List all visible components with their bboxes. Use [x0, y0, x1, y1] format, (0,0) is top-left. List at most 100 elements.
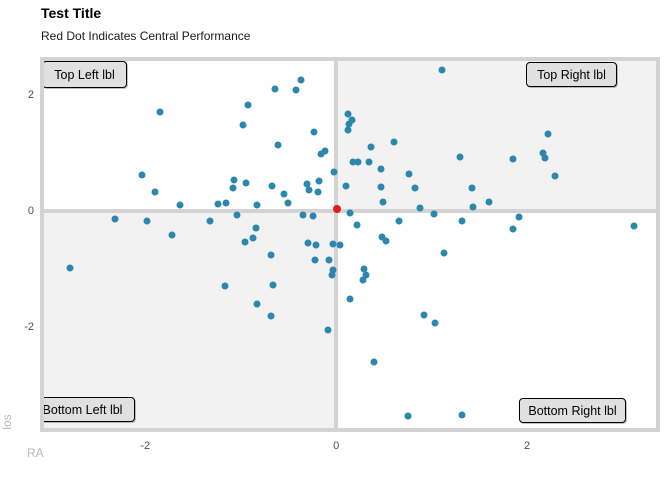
quadrant-bottom-left [44, 211, 337, 428]
data-point [66, 264, 74, 272]
data-point [305, 186, 313, 194]
data-point [230, 176, 238, 184]
data-point [469, 203, 477, 211]
data-point [280, 190, 288, 198]
data-point [359, 276, 367, 284]
data-point [458, 411, 466, 419]
data-point [438, 66, 446, 74]
data-point [378, 233, 386, 241]
data-point [468, 184, 476, 192]
data-point [284, 199, 292, 207]
data-point [222, 199, 230, 207]
data-point [365, 158, 373, 166]
chart-subtitle: Red Dot Indicates Central Performance [41, 29, 251, 43]
data-point [151, 188, 159, 196]
data-point [379, 198, 387, 206]
data-point [299, 211, 307, 219]
data-point [221, 282, 229, 290]
data-point [328, 271, 336, 279]
data-point [311, 256, 319, 264]
data-point [377, 165, 385, 173]
data-point [430, 210, 438, 218]
data-point [509, 225, 517, 233]
data-point [239, 121, 247, 129]
y-tick-label: -2 [24, 321, 34, 334]
data-point [271, 85, 279, 93]
data-point [317, 150, 325, 158]
data-point [310, 128, 318, 136]
data-point [541, 154, 549, 162]
data-point [156, 108, 164, 116]
y-tick-label: 2 [27, 89, 34, 102]
data-point [325, 256, 333, 264]
data-point [214, 200, 222, 208]
data-point [416, 204, 424, 212]
data-point [404, 412, 412, 420]
quadrant-bottom-right [336, 211, 656, 428]
data-point [303, 180, 311, 188]
data-point [405, 170, 413, 178]
data-point [458, 217, 466, 225]
data-point [168, 231, 176, 239]
data-point [249, 234, 257, 242]
data-point [315, 177, 323, 185]
data-point [324, 326, 332, 334]
data-point [367, 143, 375, 151]
x-tick-label: -2 [140, 440, 151, 452]
data-point [348, 116, 356, 124]
data-point [630, 222, 638, 230]
data-point [267, 312, 275, 320]
data-point [274, 141, 282, 149]
data-point [349, 158, 357, 166]
data-point [304, 239, 311, 247]
data-point [330, 168, 338, 176]
x-tick-label: 2 [524, 440, 531, 452]
data-point [431, 319, 439, 327]
data-point [233, 211, 241, 219]
data-point [253, 300, 261, 308]
data-point [346, 295, 354, 303]
data-point [370, 358, 378, 366]
data-point [312, 241, 320, 249]
data-point [390, 138, 398, 146]
data-point [252, 224, 260, 232]
data-point [242, 179, 250, 187]
x-axis-title: RA [27, 446, 44, 460]
data-point [544, 130, 552, 138]
data-point [229, 184, 237, 192]
data-point [485, 198, 493, 206]
data-point [509, 155, 517, 163]
data-point [344, 126, 352, 134]
data-point [395, 217, 403, 225]
data-point [244, 101, 252, 109]
data-point [411, 184, 419, 192]
data-point [456, 153, 464, 161]
y-tick-label: 0 [27, 205, 34, 218]
data-point [269, 281, 277, 289]
data-point [354, 158, 362, 166]
data-point [377, 183, 385, 191]
data-point [345, 120, 353, 128]
data-point [241, 238, 249, 246]
data-point [551, 172, 559, 180]
data-point [382, 237, 390, 245]
x-tick-label: 0 [333, 440, 340, 452]
quadrant-label-top-left: Top Left lbl [44, 61, 127, 88]
data-point [329, 266, 337, 274]
data-point [321, 147, 329, 155]
central-performance-point [333, 205, 342, 214]
quadrant-label-top-right: Top Right lbl [526, 62, 617, 87]
data-point [420, 311, 428, 319]
data-point [346, 209, 354, 217]
data-point [362, 271, 370, 279]
data-point [267, 251, 275, 259]
data-point [297, 76, 305, 84]
data-point [360, 265, 368, 273]
data-point [336, 241, 344, 249]
data-point [253, 201, 261, 209]
data-point [143, 217, 151, 225]
page-title: Test Title [41, 5, 102, 21]
y-axis-title: los [0, 414, 14, 430]
data-point [314, 188, 322, 196]
